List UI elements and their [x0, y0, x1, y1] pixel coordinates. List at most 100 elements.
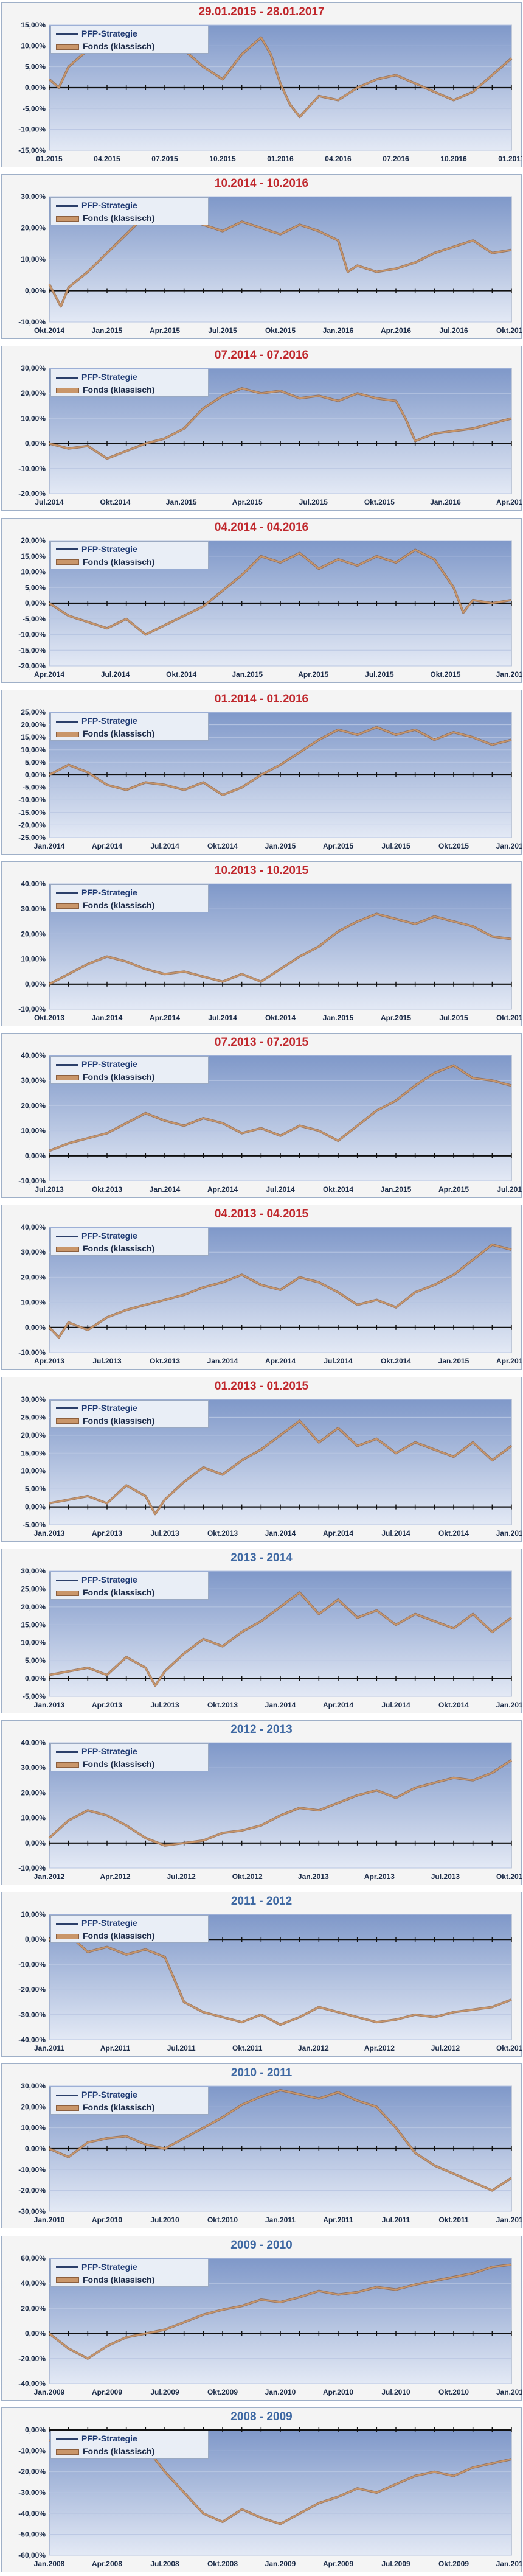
y-tick-label: 25,00%	[21, 1584, 46, 1593]
y-tick-label: -10,00%	[18, 630, 46, 639]
series-line-fonds	[49, 1934, 512, 2026]
y-tick-label: -10,00%	[18, 464, 46, 473]
y-tick-label: 20,00%	[21, 224, 46, 233]
y-tick-label: 30,00%	[21, 2082, 46, 2090]
x-tick-label: Okt.2013	[207, 1529, 238, 1538]
y-tick-label: 15,00%	[21, 1449, 46, 1457]
y-tick-label: 30,00%	[21, 192, 46, 201]
x-tick-label: Okt.2013	[150, 1357, 180, 1365]
legend-item-strategy: PFP-Strategie	[56, 1058, 137, 1070]
y-tick-label: 0,00%	[25, 83, 46, 92]
x-tick-label: Apr.2014	[323, 1701, 353, 1709]
x-tick-label: Jul.2015	[299, 498, 328, 506]
chart-panel: 10.2013 - 10.2015 40,00% 30,00% 20,00% 10,00…	[1, 861, 522, 1026]
legend-item-strategy: PFP-Strategie	[56, 886, 137, 898]
x-tick-label: Jan.2009	[265, 2560, 296, 2568]
legend-item-strategy: PFP-Strategie	[56, 1745, 137, 1757]
x-tick-label: Jul.2012	[167, 1872, 196, 1881]
x-tick-label: Okt.2014	[207, 842, 238, 850]
y-tick-label: -40,00%	[18, 2379, 46, 2388]
x-tick-label: Okt.2008	[207, 2560, 238, 2568]
legend-label-fonds: Fonds (klassisch)	[83, 556, 155, 567]
x-tick-label: Apr.2013	[92, 1529, 122, 1538]
legend-item-fonds: Fonds (klassisch)	[56, 383, 154, 396]
y-tick-label: -10,00%	[18, 1348, 46, 1357]
x-tick-label: Okt.2011	[438, 2216, 469, 2224]
y-tick-label: -15,00%	[18, 646, 46, 654]
y-tick-label: 30,00%	[21, 905, 46, 913]
legend: PFP-Strategie Fonds (klassisch)	[50, 2087, 209, 2115]
legend-label-strategy: PFP-Strategie	[81, 715, 137, 726]
legend-item-fonds: Fonds (klassisch)	[56, 1758, 154, 1770]
y-tick-label: 40,00%	[21, 1051, 46, 1060]
legend-label-fonds: Fonds (klassisch)	[83, 1415, 155, 1426]
y-tick-label: 5,00%	[25, 758, 46, 766]
x-tick-label: Apr.2014	[323, 1529, 353, 1538]
legend-swatch-strategy	[56, 1407, 78, 1410]
legend-item-strategy: PFP-Strategie	[56, 1917, 137, 1929]
x-tick-label: Okt.2014	[34, 326, 64, 335]
x-tick-label: Jul.2011	[167, 2044, 196, 2053]
x-tick-label: Okt.2015	[265, 326, 296, 335]
legend-swatch-fonds	[56, 1247, 79, 1253]
x-tick-label: Okt.2009	[207, 2388, 238, 2396]
legend: PFP-Strategie Fonds (klassisch)	[50, 1743, 209, 1771]
x-tick-label: Apr.2011	[323, 2216, 353, 2224]
chart-title: 2013 - 2014	[230, 1551, 293, 1564]
x-tick-label: Jan.2015	[265, 842, 296, 850]
x-tick-label: Jul.2014	[266, 1185, 295, 1194]
y-tick-label: 5,00%	[25, 1656, 46, 1665]
legend-label-fonds: Fonds (klassisch)	[83, 1931, 155, 1941]
x-tick-label: Okt.2015	[496, 1013, 522, 1022]
chart-panel: 2013 - 2014 30,00% 25,00% 20,00% 15,00% 10,00…	[1, 1548, 522, 1713]
y-tick-label: -50,00%	[18, 2530, 46, 2538]
x-tick-label: Okt.2014	[438, 1701, 469, 1709]
legend-item-strategy: PFP-Strategie	[56, 1230, 137, 1242]
y-tick-label: 40,00%	[21, 1738, 46, 1747]
x-tick-label: Okt.2014	[100, 498, 131, 506]
legend-label-strategy: PFP-Strategie	[81, 1574, 137, 1584]
y-tick-label: -10,00%	[18, 1961, 46, 1969]
y-tick-label: 0,00%	[25, 2329, 46, 2337]
x-tick-label: Okt.2012	[496, 2044, 522, 2053]
legend-swatch-fonds	[56, 2105, 79, 2112]
y-tick-label: 20,00%	[21, 2103, 46, 2112]
x-tick-label: Apr.2015	[496, 1357, 522, 1365]
legend-swatch-strategy	[56, 1922, 78, 1925]
x-tick-label: Jul.2011	[382, 2216, 410, 2224]
y-tick-label: -15,00%	[18, 146, 46, 155]
x-tick-label: Jan.2014	[92, 1013, 123, 1022]
x-tick-label: Jan.2015	[323, 1013, 354, 1022]
legend-item-fonds: Fonds (klassisch)	[56, 1930, 154, 1942]
x-tick-label: Jan.2009	[34, 2388, 65, 2396]
x-tick-label: Jul.2008	[150, 2560, 179, 2568]
legend-item-fonds: Fonds (klassisch)	[56, 556, 154, 568]
series-line-fonds	[49, 2090, 512, 2192]
series-line-fonds	[49, 1065, 512, 1152]
series-line-fonds	[49, 211, 512, 307]
chart-panel: 04.2013 - 04.2015 40,00% 30,00% 20,00% 10,00…	[1, 1205, 522, 1370]
legend-swatch-fonds	[56, 2277, 79, 2283]
legend-label-fonds: Fonds (klassisch)	[83, 1244, 155, 1254]
x-tick-label: Jan.2012	[298, 2044, 329, 2053]
x-tick-label: Jan.2014	[34, 842, 65, 850]
x-tick-label: Apr.2013	[364, 1872, 395, 1881]
series-line-fonds	[49, 1419, 512, 1514]
chart-title: 01.2014 - 01.2016	[214, 692, 309, 705]
x-tick-label: Jan.2015	[438, 1357, 469, 1365]
y-tick-label: 5,00%	[25, 63, 46, 71]
legend-item-strategy: PFP-Strategie	[56, 2432, 137, 2445]
legend: PFP-Strategie Fonds (klassisch)	[50, 1399, 209, 1428]
x-tick-label: Apr.2013	[34, 1357, 64, 1365]
legend-label-strategy: PFP-Strategie	[81, 200, 137, 211]
y-tick-label: 0,00%	[25, 1674, 46, 1682]
y-tick-label: 15,00%	[21, 551, 46, 560]
legend: PFP-Strategie Fonds (klassisch)	[50, 369, 209, 397]
legend-item-strategy: PFP-Strategie	[56, 371, 137, 383]
legend: PFP-Strategie Fonds (klassisch)	[50, 712, 209, 741]
y-tick-label: 10,00%	[21, 1814, 46, 1822]
legend-item-strategy: PFP-Strategie	[56, 715, 137, 727]
x-tick-label: Jul.2014	[101, 670, 130, 679]
chart-panel: 29.01.2015 - 28.01.2017 15,00% 10,00% 5,00%…	[1, 2, 522, 167]
x-tick-label: Jul.2013	[431, 1872, 460, 1881]
